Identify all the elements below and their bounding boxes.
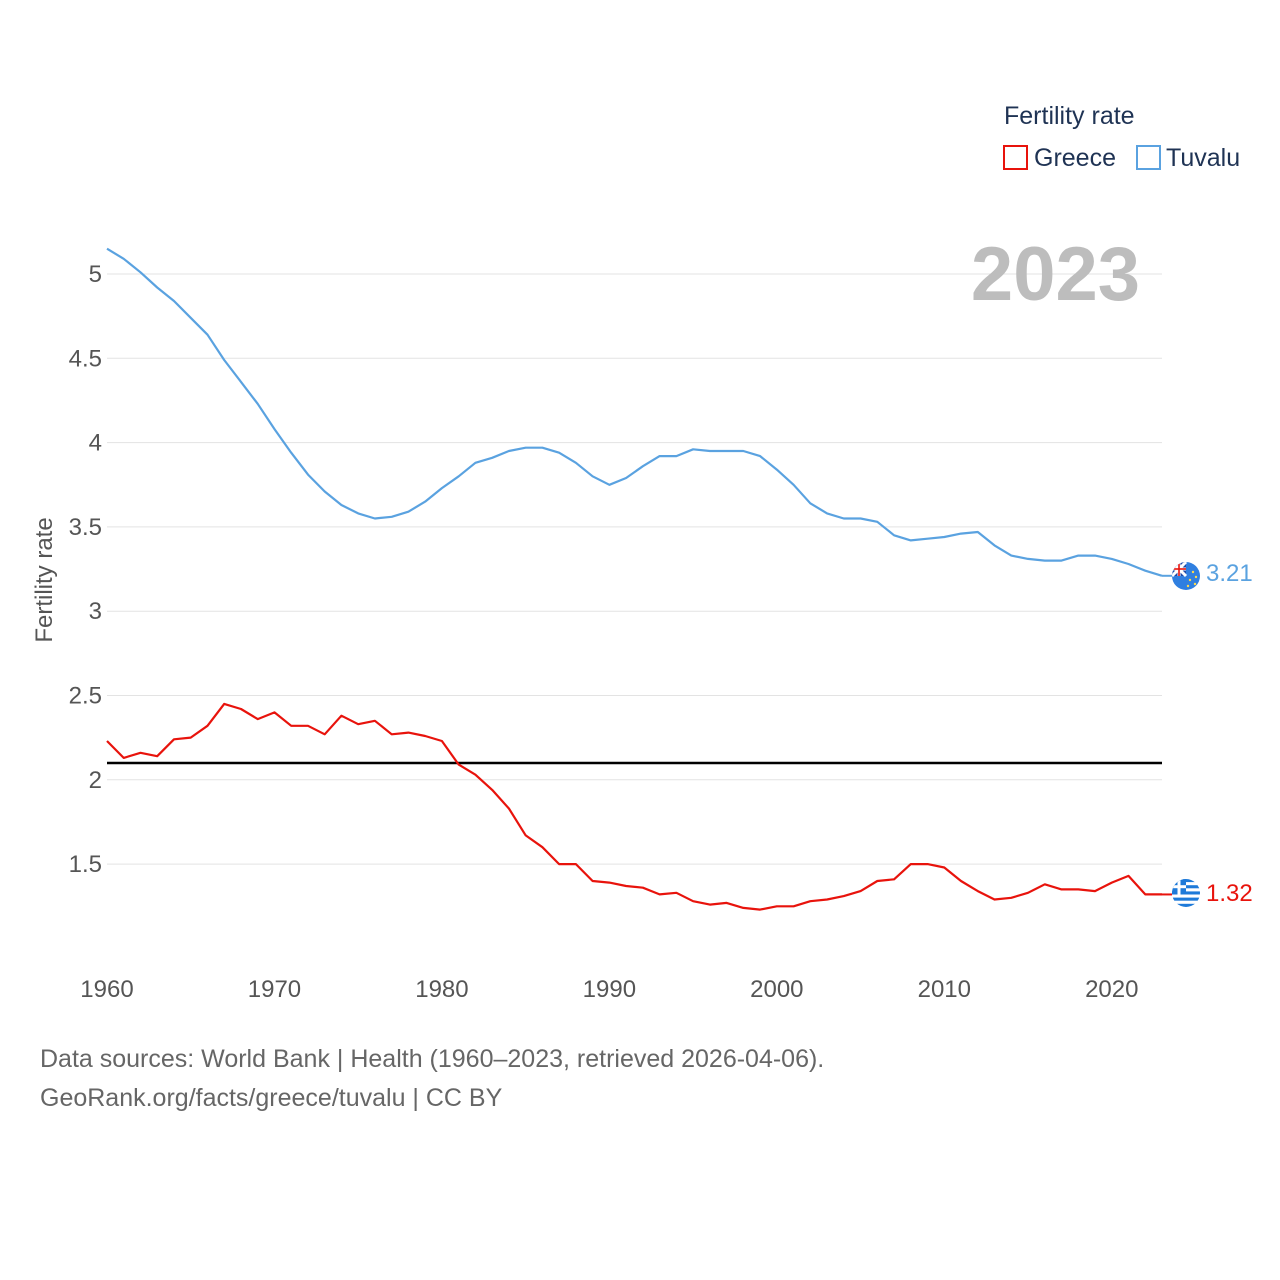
y-tick-label: 2 [89, 767, 102, 794]
end-label-greece: 1.32 [1206, 880, 1253, 907]
legend-swatch-greece [1003, 145, 1028, 170]
x-tick-label: 2000 [750, 976, 803, 1003]
x-tick-label: 2010 [918, 976, 971, 1003]
x-tick-label: 1990 [583, 976, 636, 1003]
tuvalu-flag-icon [1172, 562, 1200, 590]
series-line-greece[interactable] [106, 702, 1162, 911]
legend-label-greece: Greece [1034, 144, 1116, 172]
series-line-tuvalu[interactable] [106, 247, 1163, 577]
legend-title: Fertility rate [1004, 102, 1135, 130]
y-axis-title: Fertility rate [31, 517, 58, 642]
y-tick-label: 2.5 [69, 683, 102, 710]
fertility-rate-line-chart: 1.5 2 2.5 3 3.5 4 4.5 5 1960 1970 1980 1990 2000 201… [31, 102, 1253, 1003]
y-tick-label: 5 [89, 261, 102, 288]
x-tick-label: 2020 [1085, 976, 1138, 1003]
footer-credit-link[interactable]: GeoRank.org/facts/greece/tuvalu | CC BY [40, 1084, 503, 1112]
legend-item-greece[interactable]: Greece [1003, 144, 1116, 172]
y-tick-label: 3 [89, 598, 102, 625]
y-tick-label: 4.5 [69, 345, 102, 372]
legend-label-tuvalu: Tuvalu [1166, 144, 1240, 172]
legend: Fertility rate Greece Tuvalu [1003, 102, 1240, 172]
y-tick-label: 4 [89, 430, 102, 457]
footer-data-sources: Data sources: World Bank | Health (1960–… [40, 1045, 825, 1073]
greece-flag-icon [1172, 879, 1200, 907]
y-tick-label: 1.5 [69, 851, 102, 878]
y-tick-label: 3.5 [69, 514, 102, 541]
series-lines [106, 247, 1172, 911]
y-axis-ticks: 1.5 2 2.5 3 3.5 4 4.5 5 [69, 261, 102, 878]
gridlines [107, 273, 1162, 865]
end-label-tuvalu: 3.21 [1206, 560, 1253, 587]
x-tick-label: 1960 [80, 976, 133, 1003]
x-axis-ticks: 1960 1970 1980 1990 2000 2010 2020 [80, 976, 1138, 1003]
x-tick-label: 1980 [415, 976, 468, 1003]
x-tick-label: 1970 [248, 976, 301, 1003]
legend-swatch-tuvalu [1136, 145, 1161, 170]
legend-item-tuvalu[interactable]: Tuvalu [1136, 144, 1240, 172]
year-label: 2023 [971, 232, 1140, 317]
